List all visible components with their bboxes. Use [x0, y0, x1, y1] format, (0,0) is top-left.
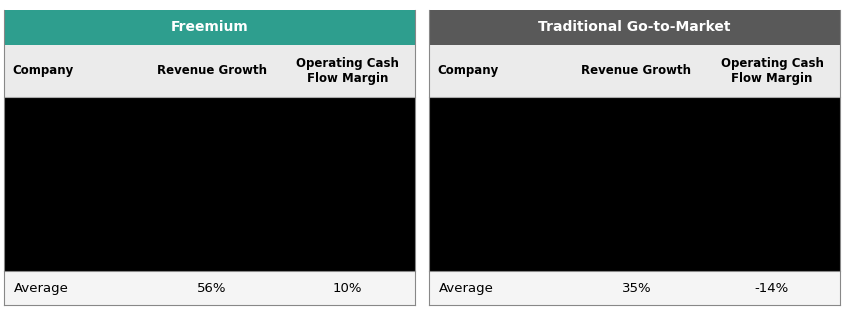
Bar	[4, 97, 415, 271]
Bar	[429, 10, 840, 45]
Text: Freemium: Freemium	[170, 20, 249, 34]
Bar	[4, 10, 415, 45]
Text: Operating Cash
Flow Margin: Operating Cash Flow Margin	[296, 57, 399, 85]
Text: 35%: 35%	[621, 282, 651, 295]
Text: Revenue Growth: Revenue Growth	[157, 65, 267, 77]
Text: 10%: 10%	[333, 282, 362, 295]
Text: Company: Company	[13, 65, 74, 77]
Bar	[4, 45, 415, 97]
Bar	[429, 97, 840, 271]
Bar	[429, 45, 840, 97]
Text: Average: Average	[14, 282, 69, 295]
Text: Operating Cash
Flow Margin: Operating Cash Flow Margin	[721, 57, 824, 85]
Bar	[4, 271, 415, 305]
Text: Company: Company	[437, 65, 499, 77]
Text: Revenue Growth: Revenue Growth	[582, 65, 691, 77]
Text: 56%: 56%	[197, 282, 226, 295]
Text: -14%: -14%	[755, 282, 789, 295]
Bar	[429, 271, 840, 305]
Text: Average: Average	[439, 282, 494, 295]
Text: Traditional Go-to-Market: Traditional Go-to-Market	[538, 20, 731, 34]
